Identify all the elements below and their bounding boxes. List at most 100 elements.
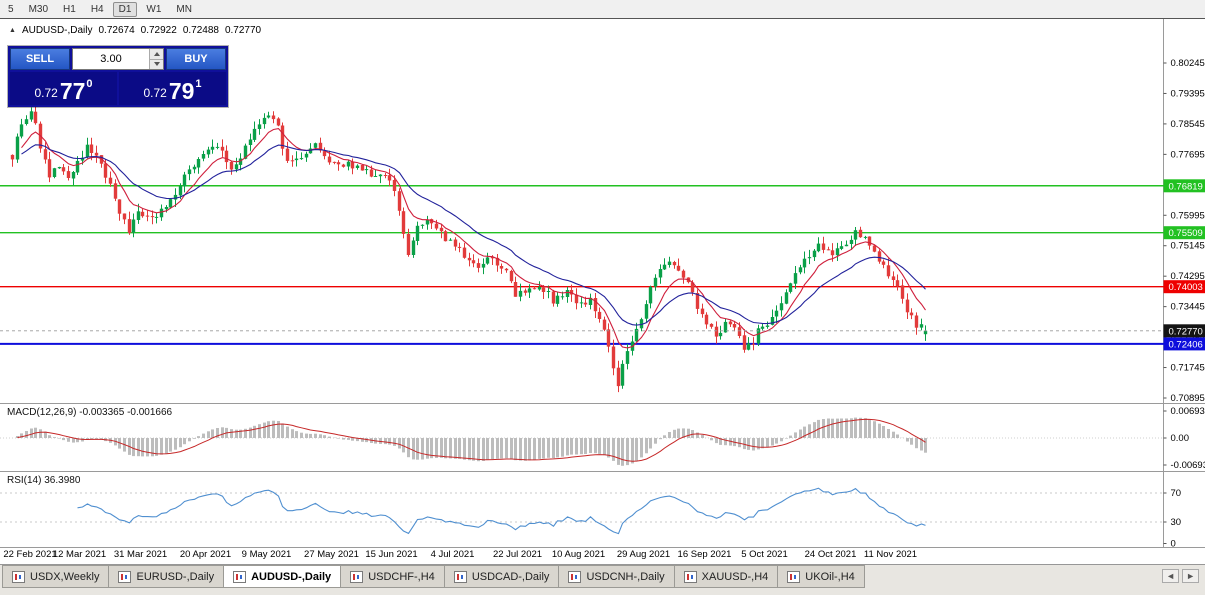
ma-slow-line — [22, 145, 926, 325]
svg-text:0.78545: 0.78545 — [1171, 119, 1205, 130]
ohlc-open-value: 0.72674 — [99, 25, 135, 36]
svg-text:12 Mar 2021: 12 Mar 2021 — [53, 549, 106, 560]
rsi-indicator-label: RSI(14) 36.3980 — [7, 475, 80, 486]
chart-tab-icon — [684, 571, 697, 583]
volume-down-button[interactable] — [150, 59, 163, 70]
svg-text:24 Oct 2021: 24 Oct 2021 — [805, 549, 857, 560]
price-axis: 0.802450.793950.785450.776950.768450.759… — [1164, 58, 1205, 550]
svg-text:4 Jul 2021: 4 Jul 2021 — [431, 549, 475, 560]
svg-text:0.71745: 0.71745 — [1171, 363, 1205, 374]
svg-text:0.77695: 0.77695 — [1171, 149, 1205, 160]
symbol-period-label: AUDUSD-,Daily — [22, 25, 93, 36]
svg-text:31 Mar 2021: 31 Mar 2021 — [114, 549, 167, 560]
chart-tab-label: USDCHF-,H4 — [368, 571, 435, 583]
svg-text:11 Nov 2021: 11 Nov 2021 — [864, 549, 917, 560]
chart-tab-label: USDCNH-,Daily — [586, 571, 664, 583]
svg-text:15 Jun 2021: 15 Jun 2021 — [365, 549, 417, 560]
svg-text:0.75145: 0.75145 — [1171, 241, 1205, 252]
ask-pip-digit: 1 — [195, 78, 201, 90]
ohlc-low-value: 0.72488 — [183, 25, 219, 36]
svg-text:16 Sep 2021: 16 Sep 2021 — [678, 549, 732, 560]
chart-tab-usdchf-h4[interactable]: USDCHF-,H4 — [341, 565, 445, 588]
chart-tab-label: AUDUSD-,Daily — [251, 571, 331, 583]
svg-text:70: 70 — [1171, 488, 1182, 499]
chart-tab-icon — [787, 571, 800, 583]
svg-text:27 May 2021: 27 May 2021 — [304, 549, 359, 560]
chart-window[interactable]: 0.802450.793950.785450.776950.768450.759… — [0, 18, 1205, 565]
svg-text:30: 30 — [1171, 517, 1182, 528]
ohlc-high-value: 0.72922 — [141, 25, 177, 36]
chart-tab-icon — [118, 571, 131, 583]
macd-indicator-label: MACD(12,26,9) -0.003365 -0.001666 — [7, 407, 172, 418]
chart-tab-ukoil-h4[interactable]: UKOil-,H4 — [778, 565, 865, 588]
chart-header: ▲ AUDUSD-,Daily 0.72674 0.72922 0.72488 … — [9, 25, 261, 36]
chart-tab-icon — [454, 571, 467, 583]
ask-big-digits: 79 — [169, 80, 195, 103]
svg-text:22 Feb 2021: 22 Feb 2021 — [3, 549, 56, 560]
bid-big-digits: 77 — [60, 80, 86, 103]
volume-spinner — [149, 49, 163, 69]
timeframe-button-mn[interactable]: MN — [170, 2, 198, 17]
svg-text:20 Apr 2021: 20 Apr 2021 — [180, 549, 231, 560]
chart-tab-audusd-daily[interactable]: AUDUSD-,Daily — [224, 565, 341, 588]
svg-text:0.70895: 0.70895 — [1171, 393, 1205, 404]
buy-button[interactable]: BUY — [166, 48, 226, 70]
macd-layer — [13, 418, 926, 466]
svg-text:29 Aug 2021: 29 Aug 2021 — [617, 549, 670, 560]
tabs-scroll-right-button[interactable]: ► — [1182, 569, 1199, 583]
ohlc-close-value: 0.72770 — [225, 25, 261, 36]
sell-button[interactable]: SELL — [10, 48, 70, 70]
timeframe-button-h4[interactable]: H4 — [85, 2, 110, 17]
svg-text:0.73445: 0.73445 — [1171, 302, 1205, 313]
timeframe-button-d1[interactable]: D1 — [113, 2, 138, 17]
tab-scroll-controls: ◄ ► — [1162, 565, 1205, 583]
volume-up-button[interactable] — [150, 49, 163, 59]
chart-tab-icon — [350, 571, 363, 583]
chart-tab-xauusd-h4[interactable]: XAUUSD-,H4 — [675, 565, 779, 588]
bid-prefix: 0.72 — [34, 86, 57, 100]
svg-text:0.80245: 0.80245 — [1171, 58, 1205, 69]
chart-tab-icon — [568, 571, 581, 583]
svg-text:0.79395: 0.79395 — [1171, 88, 1205, 99]
collapse-icon[interactable]: ▲ — [9, 27, 16, 34]
timeframe-button-m30[interactable]: M30 — [23, 2, 54, 17]
svg-text:0.006936: 0.006936 — [1171, 406, 1205, 417]
timeframe-button-5[interactable]: 5 — [2, 2, 20, 17]
volume-field[interactable]: 3.00 — [72, 48, 164, 70]
chart-tab-usdx-weekly[interactable]: USDX,Weekly — [2, 565, 109, 588]
bid-pip-digit: 0 — [86, 78, 92, 90]
svg-text:5 Oct 2021: 5 Oct 2021 — [741, 549, 787, 560]
svg-text:0.00: 0.00 — [1171, 433, 1190, 444]
candles-layer — [11, 105, 927, 392]
chart-tab-usdcad-daily[interactable]: USDCAD-,Daily — [445, 565, 560, 588]
support-resistance-lines[interactable] — [0, 186, 1164, 344]
timeframe-button-h1[interactable]: H1 — [57, 2, 82, 17]
svg-text:0.74003: 0.74003 — [1169, 282, 1203, 293]
ask-prefix: 0.72 — [143, 86, 166, 100]
chart-tab-label: USDCAD-,Daily — [472, 571, 550, 583]
chart-tab-label: UKOil-,H4 — [805, 571, 855, 583]
rsi-line — [78, 488, 926, 533]
chart-tab-icon — [233, 571, 246, 583]
chart-tab-label: XAUUSD-,H4 — [702, 571, 769, 583]
svg-text:0: 0 — [1171, 539, 1176, 550]
svg-text:0.76819: 0.76819 — [1169, 181, 1203, 192]
svg-text:0.75509: 0.75509 — [1169, 228, 1203, 239]
chart-tab-usdcnh-daily[interactable]: USDCNH-,Daily — [559, 565, 674, 588]
svg-text:9 May 2021: 9 May 2021 — [242, 549, 292, 560]
svg-text:0.75995: 0.75995 — [1171, 210, 1205, 221]
volume-value[interactable]: 3.00 — [73, 53, 149, 65]
chart-tabs-bar: USDX,Weekly EURUSD-,Daily AUDUSD-,Daily USD… — [0, 564, 1205, 595]
timeframe-button-w1[interactable]: W1 — [140, 2, 167, 17]
chart-tab-icon — [12, 571, 25, 583]
svg-text:0.72770: 0.72770 — [1169, 326, 1203, 337]
tabs-scroll-left-button[interactable]: ◄ — [1162, 569, 1179, 583]
chart-tab-label: USDX,Weekly — [30, 571, 99, 583]
chart-tab-eurusd-daily[interactable]: EURUSD-,Daily — [109, 565, 224, 588]
